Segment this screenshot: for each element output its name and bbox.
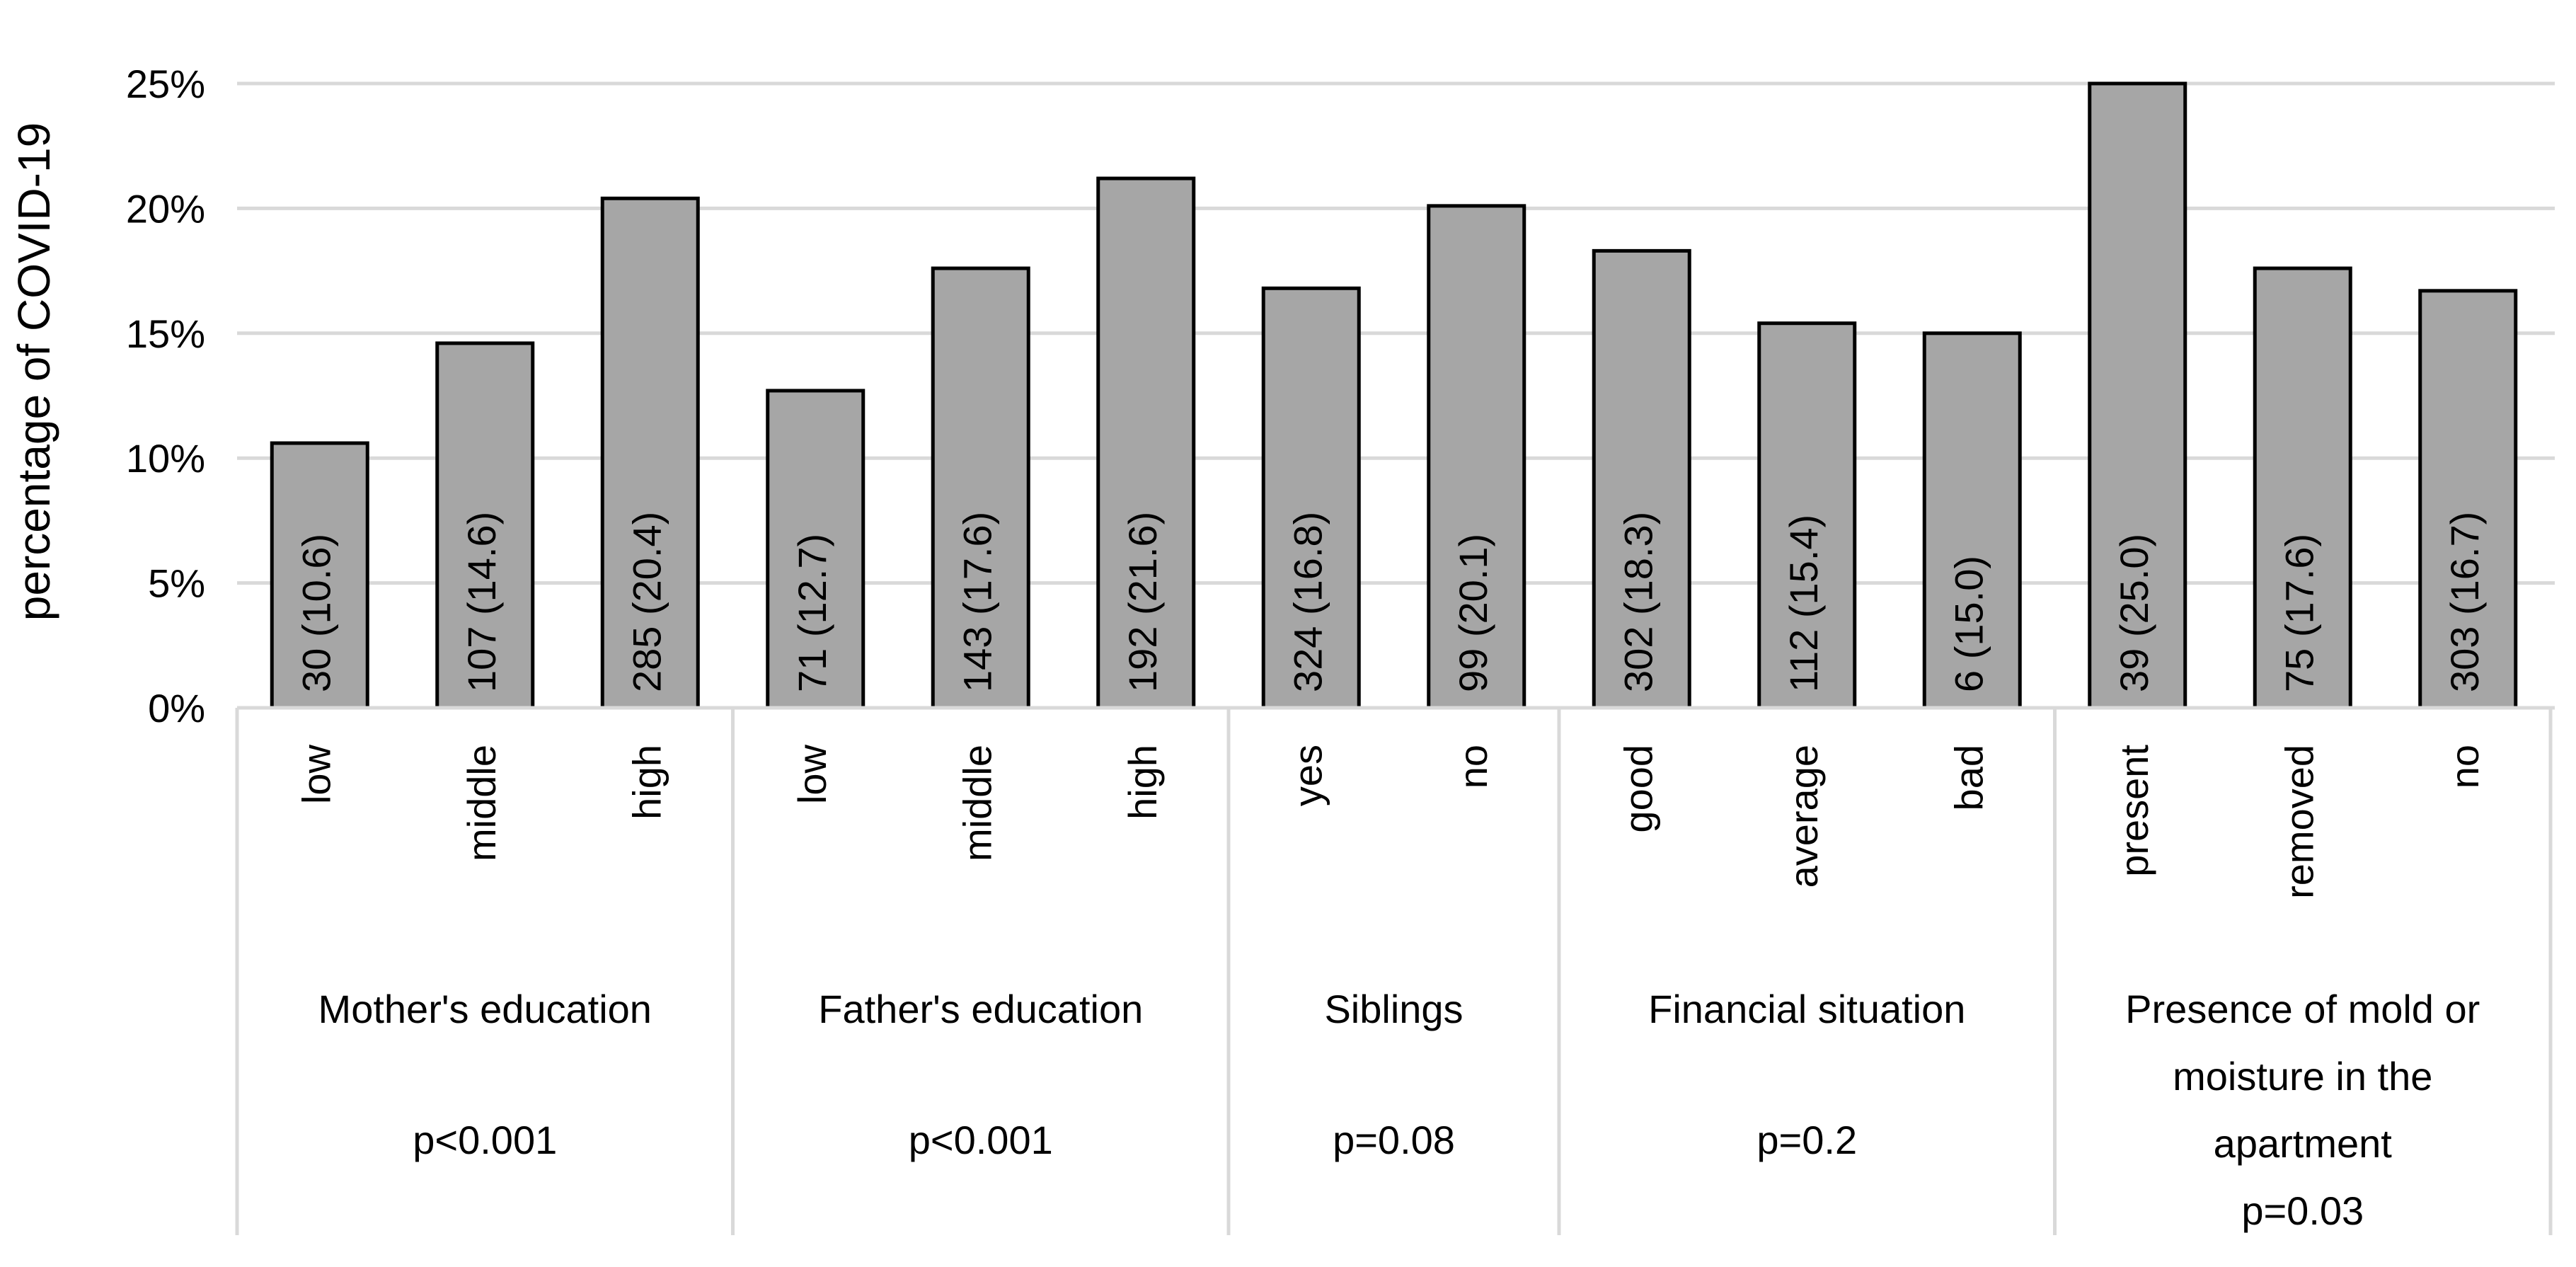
bar bbox=[1096, 176, 1196, 710]
bar-data-label: 192 (21.6) bbox=[1120, 512, 1165, 692]
y-tick-label: 10% bbox=[126, 436, 205, 481]
bar-data-label: 302 (18.3) bbox=[1616, 512, 1661, 692]
y-axis-title: percentage of COVID-19 bbox=[8, 122, 59, 621]
category-label: removed bbox=[2277, 745, 2322, 899]
group-p-value: p=0.03 bbox=[2241, 1188, 2364, 1233]
y-tick-label: 20% bbox=[126, 186, 205, 231]
group-p-value: p<0.001 bbox=[909, 1118, 1053, 1162]
y-axis-ticks: 0% 5% 10% 15% 20% 25% bbox=[126, 62, 205, 730]
group-label: moisture in the bbox=[2173, 1054, 2432, 1099]
group-label: Financial situation bbox=[1648, 987, 1965, 1031]
bar-data-label: 99 (20.1) bbox=[1451, 534, 1495, 692]
bar bbox=[600, 196, 700, 710]
bar-data-label: 75 (17.6) bbox=[2277, 534, 2322, 692]
category-label: average bbox=[1781, 745, 1826, 888]
bars: 30 (10.6) 107 (14.6) 285 (20.4) 71 (12.7) 14… bbox=[270, 81, 2518, 710]
group-p-value: p=0.08 bbox=[1333, 1118, 1455, 1162]
category-label: high bbox=[625, 745, 669, 820]
bar-data-label: 303 (16.7) bbox=[2442, 512, 2487, 692]
category-label: yes bbox=[1286, 745, 1330, 806]
category-label: no bbox=[1451, 745, 1495, 789]
group-label: Father's education bbox=[818, 987, 1143, 1031]
category-label: middle bbox=[459, 745, 504, 861]
group-p-value: p<0.001 bbox=[413, 1118, 557, 1162]
bar-data-label: 143 (17.6) bbox=[955, 512, 1000, 692]
y-tick-label: 5% bbox=[148, 561, 205, 606]
category-label: high bbox=[1120, 745, 1165, 820]
bar bbox=[1592, 248, 1691, 710]
category-label: no bbox=[2442, 745, 2487, 789]
bar bbox=[1261, 286, 1361, 710]
bar-data-label: 71 (12.7) bbox=[790, 534, 834, 692]
group-label: apartment bbox=[2214, 1121, 2393, 1166]
bar bbox=[766, 389, 866, 710]
group-p-value: p=0.2 bbox=[1756, 1118, 1857, 1162]
bar bbox=[2253, 266, 2352, 710]
bar-data-label: 112 (15.4) bbox=[1781, 515, 1826, 692]
bar-data-label: 324 (16.8) bbox=[1286, 512, 1330, 692]
category-label: bad bbox=[1947, 745, 1991, 810]
bar bbox=[931, 266, 1030, 710]
category-label: middle bbox=[955, 745, 1000, 861]
bar-data-label: 107 (14.6) bbox=[459, 512, 504, 692]
category-label: good bbox=[1616, 745, 1661, 833]
category-label: low bbox=[790, 744, 834, 804]
group-label: Mother's education bbox=[318, 987, 652, 1031]
group-label: Presence of mold or bbox=[2125, 987, 2480, 1031]
bar-data-label: 39 (25.0) bbox=[2112, 534, 2156, 692]
bar bbox=[1427, 204, 1526, 710]
bar bbox=[270, 441, 369, 710]
bar bbox=[2418, 289, 2518, 710]
y-tick-label: 0% bbox=[148, 686, 205, 730]
bar bbox=[1922, 331, 2022, 710]
y-tick-label: 25% bbox=[126, 62, 205, 106]
bar-data-label: 6 (15.0) bbox=[1947, 556, 1991, 692]
y-tick-label: 15% bbox=[126, 311, 205, 356]
bar-data-label: 285 (20.4) bbox=[625, 512, 669, 692]
group-label: Siblings bbox=[1324, 987, 1463, 1031]
bar-data-label: 30 (10.6) bbox=[294, 534, 339, 692]
x-axis: low middle high Mother's education p<0.001 lo… bbox=[235, 706, 2555, 1235]
gridlines bbox=[237, 81, 2555, 585]
bar bbox=[2088, 81, 2187, 710]
category-label: low bbox=[294, 744, 339, 804]
bar bbox=[1757, 321, 1857, 710]
category-label: present bbox=[2112, 745, 2156, 877]
